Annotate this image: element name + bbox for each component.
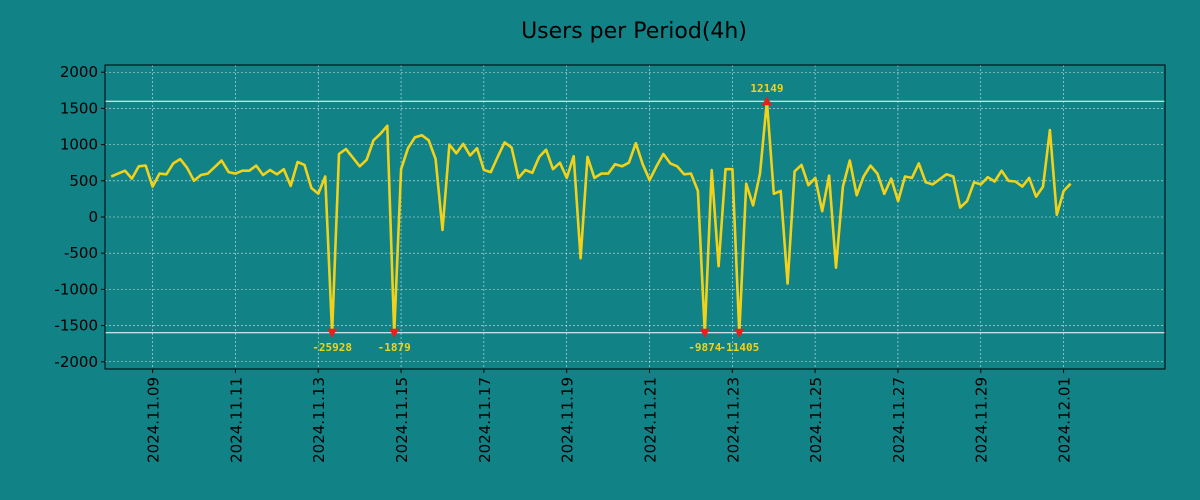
y-tick-label: -1500 <box>54 317 98 335</box>
clip-marker <box>734 328 745 338</box>
clip-annotation-label: -11405 <box>719 341 759 354</box>
clip-annotation-label: -9874 <box>688 341 721 354</box>
y-tick-label: -2000 <box>54 353 98 371</box>
marker-group <box>327 96 772 338</box>
grid-lines <box>105 65 1165 369</box>
x-tick-label: 2024.11.17 <box>476 377 494 463</box>
clip-marker <box>699 328 710 338</box>
y-tick-label: 1500 <box>60 99 98 117</box>
users-series-line <box>110 99 1072 335</box>
y-tick-label: 0 <box>88 208 98 226</box>
x-tick-label: 2024.11.19 <box>559 377 577 463</box>
y-axis: -2000 -1500 -1000 -500 0 500 1000 1500 2000 <box>54 63 105 371</box>
clip-marker <box>389 328 400 338</box>
y-tick-label: 1000 <box>60 136 98 154</box>
y-tick-label: 2000 <box>60 63 98 81</box>
x-tick-label: 2024.11.11 <box>227 377 245 463</box>
x-tick-label: 2024.11.21 <box>641 377 659 463</box>
threshold-lines <box>105 100 1165 334</box>
clip-marker <box>761 96 772 106</box>
x-tick-label: 2024.11.27 <box>890 377 908 463</box>
clip-marker <box>327 328 338 338</box>
chart-title: Users per Period(4h) <box>521 19 747 44</box>
series-line-group <box>110 99 1072 335</box>
x-tick-label: 2024.11.09 <box>145 377 163 463</box>
x-tick-label: 2024.11.25 <box>807 377 825 463</box>
x-tick-label: 2024.11.13 <box>310 377 328 463</box>
clip-annotation-label: 12149 <box>750 82 783 95</box>
x-tick-label: 2024.11.29 <box>973 377 991 463</box>
annotation-group: -25928 -1879 -9874-11405 12149 <box>312 82 783 354</box>
x-tick-label: 2024.12.01 <box>1056 377 1074 463</box>
x-axis: 2024.11.09 2024.11.11 2024.11.13 2024.11.15… <box>145 369 1074 463</box>
clip-annotation-label: -25928 <box>312 341 352 354</box>
x-tick-label: 2024.11.15 <box>393 377 411 463</box>
clip-annotation-label: -1879 <box>378 341 411 354</box>
y-tick-label: -500 <box>64 244 98 262</box>
x-tick-label: 2024.11.23 <box>724 377 742 463</box>
y-tick-label: -1000 <box>54 280 98 298</box>
y-tick-label: 500 <box>69 172 98 190</box>
